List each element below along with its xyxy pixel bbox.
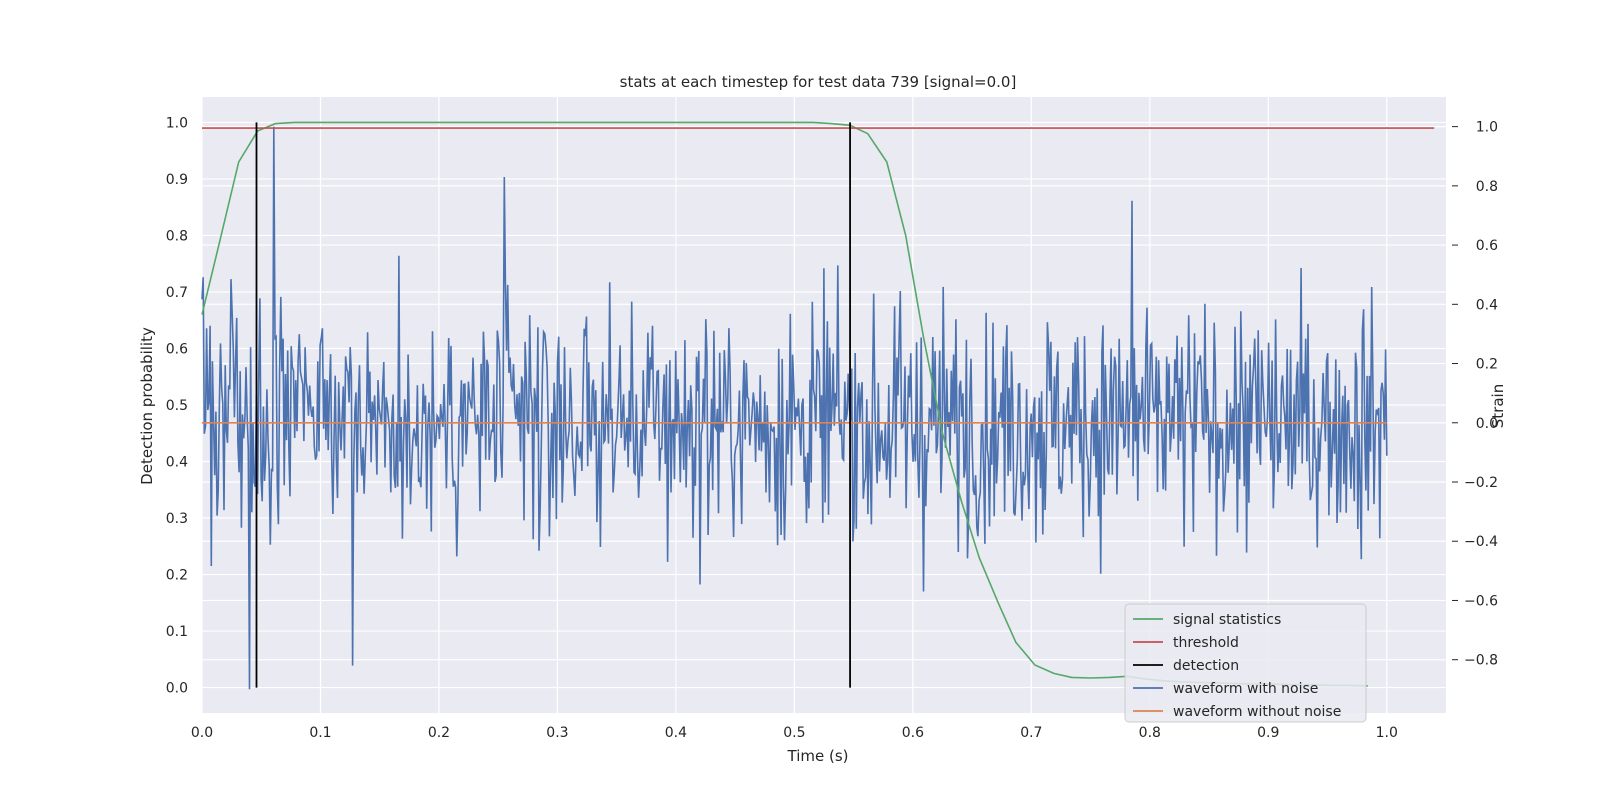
x-tick-label: 0.5 bbox=[783, 725, 805, 741]
y-tick-label: 0.3 bbox=[166, 511, 188, 527]
legend-label: threshold bbox=[1173, 635, 1239, 651]
chart-title: stats at each timestep for test data 739… bbox=[620, 73, 1017, 91]
y-tick-label: 0.7 bbox=[166, 285, 188, 301]
x-tick-label: 1.0 bbox=[1376, 725, 1398, 741]
y2-tick-label: 0.2 bbox=[1476, 357, 1498, 373]
x-tick-label: 0.8 bbox=[1139, 725, 1161, 741]
axes: 0.0 0.1 0.2 0.3 0.4 0.5 0.6 0.7 0.8 0.9 1.0 0.0 0.1 0… bbox=[166, 115, 1498, 741]
y2-tick-label: −0.2 bbox=[1464, 475, 1498, 491]
y-tick-label: 0.6 bbox=[166, 341, 188, 357]
legend-box bbox=[1124, 603, 1367, 723]
y2-tick-label: −0.8 bbox=[1464, 653, 1498, 669]
legend-label: detection bbox=[1173, 658, 1239, 674]
legend: signal statistics threshold detection wavef… bbox=[1124, 603, 1367, 723]
y-tick-label: 0.4 bbox=[166, 455, 188, 471]
x-axis-label: Time (s) bbox=[787, 747, 849, 765]
y2-tick-label: −0.6 bbox=[1464, 593, 1498, 609]
y-tick-label: 0.5 bbox=[166, 398, 188, 414]
y2-tick-label: 0.0 bbox=[1476, 416, 1498, 432]
x-tick-label: 0.7 bbox=[1020, 725, 1042, 741]
legend-label: signal statistics bbox=[1173, 612, 1281, 628]
y2-tick-label: −0.4 bbox=[1464, 534, 1498, 550]
y2-tick-label: 1.0 bbox=[1476, 120, 1498, 136]
y-tick-label: 0.9 bbox=[166, 172, 188, 188]
x-tick-label: 0.9 bbox=[1257, 725, 1279, 741]
y2-tick-label: 0.4 bbox=[1476, 297, 1498, 313]
x-tick-label: 0.2 bbox=[428, 725, 450, 741]
y-tick-label: 0.0 bbox=[166, 681, 188, 697]
y2-axis-label: Strain bbox=[1489, 384, 1507, 428]
y-tick-label: 0.8 bbox=[166, 228, 188, 244]
y2-tick-label: 0.6 bbox=[1476, 238, 1498, 254]
y2-tick-label: 0.8 bbox=[1476, 179, 1498, 195]
x-tick-label: 0.1 bbox=[309, 725, 331, 741]
x-tick-label: 0.4 bbox=[665, 725, 687, 741]
y-tick-label: 0.1 bbox=[166, 624, 188, 640]
legend-label: waveform with noise bbox=[1173, 681, 1318, 697]
y-tick-label: 0.2 bbox=[166, 568, 188, 584]
series-waveform-with-noise bbox=[201, 126, 1388, 690]
y-tick-label: 1.0 bbox=[166, 115, 188, 131]
x-tick-label: 0.0 bbox=[191, 725, 213, 741]
x-tick-label: 0.6 bbox=[902, 725, 924, 741]
x-tick-label: 0.3 bbox=[546, 725, 568, 741]
legend-label: waveform without noise bbox=[1173, 704, 1341, 720]
y-axis-label: Detection probability bbox=[138, 327, 156, 485]
